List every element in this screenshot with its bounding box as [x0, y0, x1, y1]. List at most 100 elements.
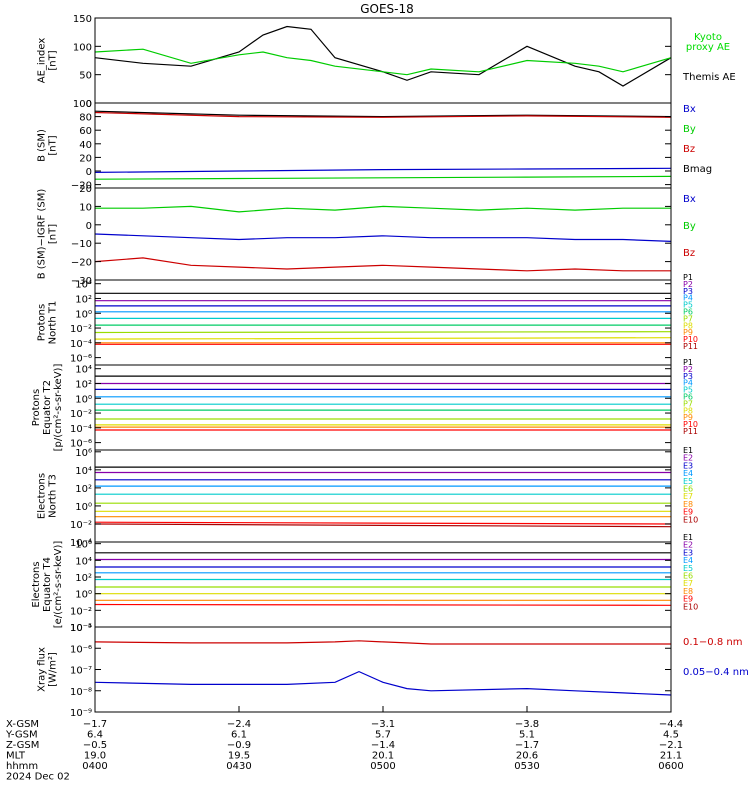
series-2-2: [94, 257, 671, 272]
legend-entry: P1: [683, 358, 693, 367]
x-table-cell: −4.4: [659, 719, 683, 730]
x-table-cell: 0500: [370, 761, 395, 772]
panel-frame: [94, 626, 672, 713]
y-axis-label: Equator T4: [42, 557, 53, 612]
y-tick-label: 10⁻⁶: [70, 644, 92, 655]
y-tick-label: 10⁻⁴: [70, 339, 92, 350]
y-tick-label: 10⁻⁹: [70, 708, 92, 719]
series-1-1: [94, 111, 672, 118]
legend-entry: By: [683, 124, 696, 135]
y-axis-label: North T3: [48, 474, 59, 518]
legend-entry: E4: [683, 556, 693, 565]
x-table-cell: 20.6: [516, 751, 538, 762]
x-table-cell: 21.1: [660, 751, 682, 762]
legend-entry: 0.1−0.8 nm: [683, 637, 742, 648]
x-table-cell: 4.5: [663, 730, 679, 741]
legend-entry: E7: [683, 492, 693, 501]
series-2-1: [94, 233, 672, 242]
y-axis-label: Protons: [37, 304, 48, 341]
x-table-cell: 6.4: [87, 730, 103, 741]
x-table-cell: −3.8: [515, 719, 539, 730]
y-tick-label: 100: [73, 42, 92, 53]
legend-entry: P11: [683, 427, 698, 436]
x-table-cell: 0430: [226, 761, 251, 772]
y-tick-label: 10⁴: [75, 466, 92, 477]
y-tick-label: 10⁻²: [70, 409, 92, 420]
legend-entry: P10: [683, 335, 698, 344]
y-tick-label: 0: [86, 99, 92, 110]
y-tick-label: 10⁻⁶: [70, 354, 92, 365]
x-axis-table: −1.76.4−0.519.00400−2.46.1−0.919.50430−3…: [5, 706, 684, 783]
panel-frame: [94, 449, 672, 543]
legend-entry: P4: [683, 379, 693, 388]
legend-entry: E3: [683, 461, 693, 470]
y-tick-label: 10⁴: [75, 556, 92, 567]
series-6-8: [94, 603, 672, 606]
legend-entry: E9: [683, 595, 693, 604]
panel-7: 10⁻⁵ 10⁻⁶ 10⁻⁷ 10⁻⁸ 10⁻⁹ Xray flux [W/m²] 0.1−0…: [37, 623, 749, 719]
y-axis-label: [p/(cm²-s-sr-keV)]: [53, 364, 64, 452]
y-tick-label: 10²: [75, 294, 92, 305]
legend-entry: E2: [683, 541, 693, 550]
panel-frame: [94, 541, 672, 628]
figure-title: GOES-18: [360, 2, 414, 16]
legend-entry: P2: [683, 280, 693, 289]
legend-entry: Kyoto: [694, 32, 722, 43]
series-3-7: [94, 337, 672, 340]
y-tick-label: 60: [79, 126, 92, 137]
legend-entry: Bz: [683, 248, 695, 259]
panel-frame: [94, 364, 672, 451]
legend-entry: E6: [683, 485, 693, 494]
panel-2: −30 −20 −10 0 10 20 B (SM)−IGRF (SM) [nT] Bx By Bz: [37, 184, 696, 287]
y-axis-label: Equator T2: [42, 380, 53, 435]
series-7-1: [94, 670, 672, 696]
x-table-cell: −3.1: [371, 719, 395, 730]
y-tick-label: 10⁰: [75, 394, 92, 405]
x-row-label: 2024 Dec 02: [6, 772, 70, 783]
x-table-cell: 5.1: [519, 730, 535, 741]
y-tick-label: 10⁰: [75, 309, 92, 320]
legend-entry: P7: [683, 314, 693, 323]
legend-entry: E3: [683, 548, 693, 557]
y-axis-label: B (SM)−IGRF (SM): [37, 189, 48, 280]
panel-frame: [94, 187, 672, 281]
panel-6: 10⁶ 10⁴ 10² 10⁰ 10⁻² 10⁻⁴ Electrons Equator T4[…: [31, 533, 698, 634]
y-tick-label: 10⁴: [75, 365, 92, 376]
y-tick-label: 10²: [75, 573, 92, 584]
legend-entry: P1: [683, 273, 693, 282]
series-7-0: [94, 640, 671, 645]
legend-entry: Bz: [683, 144, 695, 155]
y-axis-label: North T1: [48, 301, 59, 345]
y-tick-label: 10⁻⁶: [70, 439, 92, 450]
legend-entry: P6: [683, 308, 693, 317]
legend-entry: P3: [683, 372, 693, 381]
y-tick-label: −10: [71, 239, 92, 250]
x-table-cell: −1.4: [371, 740, 395, 751]
y-tick-label: −30: [71, 276, 92, 287]
legend-entry: P9: [683, 328, 693, 337]
y-tick-label: 10⁰: [75, 590, 92, 601]
legend-entry: P5: [683, 386, 693, 395]
legend-entry: P9: [683, 413, 693, 422]
y-tick-label: 10⁻⁴: [70, 623, 92, 634]
legend-entry: P7: [683, 399, 693, 408]
legend-entry: P8: [683, 321, 693, 330]
y-tick-label: 10⁻⁴: [70, 538, 92, 549]
y-tick-label: 10⁴: [75, 280, 92, 291]
x-table-cell: −0.9: [227, 740, 251, 751]
x-row-label: MLT: [6, 751, 26, 762]
y-tick-label: 10⁰: [75, 502, 92, 513]
legend-entry: P2: [683, 365, 693, 374]
legend-entry: P10: [683, 420, 698, 429]
series-1-3: [94, 175, 672, 180]
x-row-label: hhmm: [6, 761, 38, 772]
x-table-cell: 0530: [514, 761, 539, 772]
y-tick-label: 10²: [75, 484, 92, 495]
legend-entry: E1: [683, 446, 693, 455]
legend-entry: proxy AE: [686, 42, 730, 53]
y-tick-label: 10²: [75, 379, 92, 390]
series-5-8: [94, 521, 672, 525]
legend-entry: Bx: [683, 104, 696, 115]
